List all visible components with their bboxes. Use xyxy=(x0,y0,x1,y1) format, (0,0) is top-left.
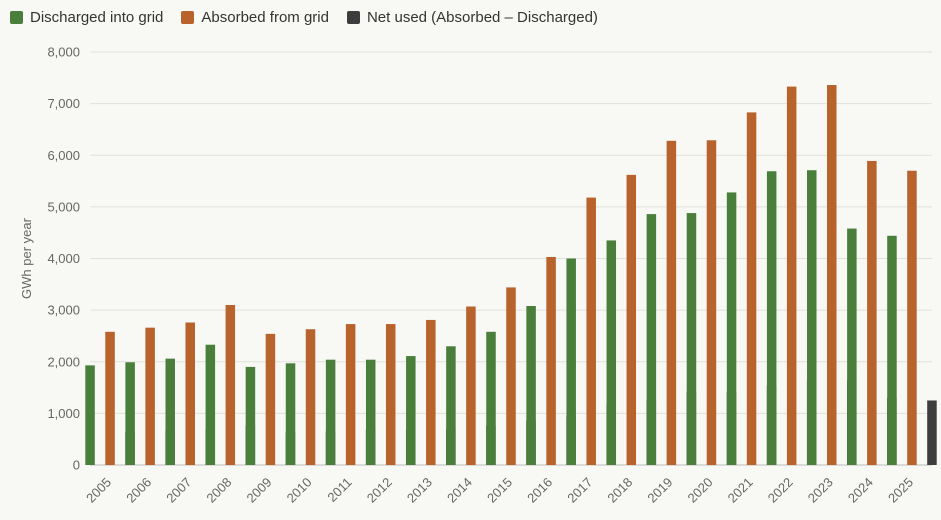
bar-absorbed xyxy=(706,140,717,465)
legend-label-absorbed: Absorbed from grid xyxy=(201,9,329,26)
bar-discharged xyxy=(325,359,336,465)
bar-discharged xyxy=(486,331,496,465)
legend-swatch-discharged xyxy=(10,11,23,24)
bar-discharged xyxy=(807,170,817,465)
x-tick-label: 2015 xyxy=(484,475,515,506)
y-tick-label: 7,000 xyxy=(47,96,80,111)
legend-item-absorbed: Absorbed from grid xyxy=(181,9,329,26)
bar-absorbed xyxy=(185,322,195,465)
bar-discharged xyxy=(847,228,857,465)
y-tick-label: 0 xyxy=(73,458,80,473)
y-tick-label: 8,000 xyxy=(47,45,80,60)
legend-label-net-used: Net used (Absorbed – Discharged) xyxy=(366,9,598,26)
bar-discharged xyxy=(125,362,135,465)
bar-absorbed xyxy=(827,85,837,465)
bar-absorbed xyxy=(867,160,877,465)
bar-net-used xyxy=(927,400,937,465)
x-tick-label: 2017 xyxy=(564,475,595,506)
bar-discharged xyxy=(566,258,576,465)
bar-absorbed xyxy=(105,331,115,465)
bar-discharged xyxy=(726,192,737,466)
bar-discharged xyxy=(446,346,456,465)
bar-discharged xyxy=(365,359,376,465)
x-tick-label: 2006 xyxy=(123,475,154,506)
bar-absorbed xyxy=(225,304,236,465)
x-tick-label: 2020 xyxy=(685,475,716,506)
bar-absorbed xyxy=(345,324,356,465)
bar-discharged xyxy=(165,358,175,465)
bar-absorbed xyxy=(466,306,476,465)
x-tick-label: 2023 xyxy=(805,475,836,506)
y-tick-label: 4,000 xyxy=(47,251,80,266)
x-tick-label: 2009 xyxy=(243,475,274,506)
bar-discharged xyxy=(526,305,536,465)
legend-item-net-used: Net used (Absorbed – Discharged) xyxy=(346,9,598,26)
bar-absorbed xyxy=(145,327,155,465)
bar-absorbed xyxy=(426,319,436,465)
bar-discharged xyxy=(686,213,697,465)
x-tick-label: 2024 xyxy=(845,475,876,506)
x-tick-label: 2011 xyxy=(324,475,354,505)
x-tick-label: 2005 xyxy=(83,475,114,506)
bar-discharged xyxy=(766,171,777,465)
bar-discharged xyxy=(406,356,416,465)
x-tick-label: 2007 xyxy=(163,475,194,506)
y-tick-label: 2,000 xyxy=(47,354,80,369)
bar-discharged xyxy=(205,344,216,465)
y-tick-label: 6,000 xyxy=(47,148,80,163)
bar-absorbed xyxy=(265,333,276,465)
bar-absorbed xyxy=(586,197,596,465)
bar-absorbed xyxy=(786,86,797,466)
bar-absorbed xyxy=(746,112,757,466)
bar-absorbed xyxy=(506,287,516,465)
bar-absorbed xyxy=(546,256,556,465)
chart-legend: Discharged into grid Absorbed from grid … xyxy=(10,9,598,26)
legend-swatch-net-used xyxy=(346,11,360,24)
legend-label-discharged: Discharged into grid xyxy=(30,9,164,26)
bar-discharged xyxy=(646,214,657,465)
x-tick-label: 2025 xyxy=(885,475,916,506)
x-tick-label: 2018 xyxy=(604,475,635,506)
x-tick-label: 2012 xyxy=(364,475,395,506)
y-tick-label: 1,000 xyxy=(47,406,80,421)
y-tick-label: 3,000 xyxy=(47,303,80,318)
x-tick-label: 2010 xyxy=(284,475,315,506)
bar-discharged xyxy=(606,240,617,465)
bar-discharged xyxy=(887,235,897,465)
legend-item-discharged: Discharged into grid xyxy=(10,9,163,26)
bar-discharged xyxy=(285,363,296,465)
bar-absorbed xyxy=(907,170,917,466)
x-tick-label: 2013 xyxy=(404,475,435,506)
y-axis-title: GWh per year xyxy=(19,217,34,299)
x-tick-label: 2021 xyxy=(725,475,756,506)
bar-discharged xyxy=(85,365,95,465)
legend-swatch-absorbed xyxy=(181,11,195,24)
x-tick-label: 2019 xyxy=(644,475,675,506)
bar-absorbed xyxy=(666,140,677,466)
x-tick-label: 2014 xyxy=(444,475,475,506)
y-tick-label: 5,000 xyxy=(47,199,80,214)
x-tick-label: 2022 xyxy=(765,475,796,506)
bar-discharged xyxy=(245,366,256,465)
bar-absorbed xyxy=(385,324,396,465)
x-tick-label: 2008 xyxy=(203,475,234,506)
bar-absorbed xyxy=(626,174,637,465)
bar-absorbed xyxy=(305,329,316,465)
x-tick-label: 2016 xyxy=(524,475,555,506)
